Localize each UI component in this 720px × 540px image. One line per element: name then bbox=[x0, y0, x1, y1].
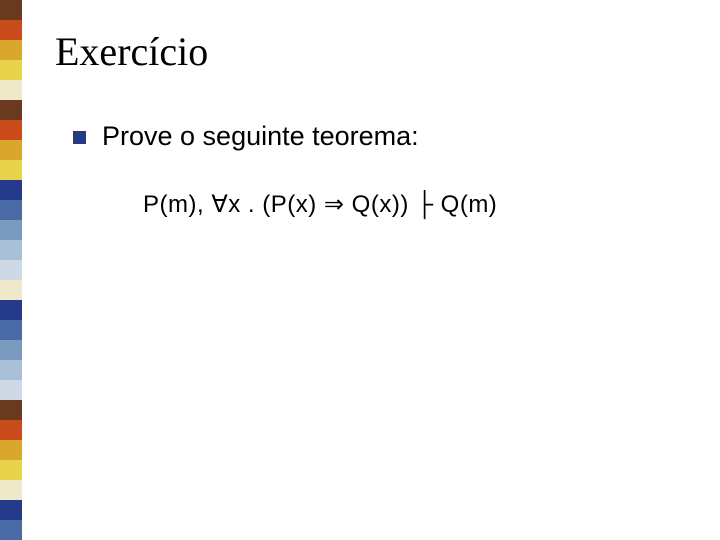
formula-text: P(m), ∀x . (P(x) ⇒ Q(x)) ├ Q(m) bbox=[143, 190, 680, 219]
decorative-bar-segment bbox=[0, 140, 22, 160]
decorative-bar-segment bbox=[0, 40, 22, 60]
decorative-bar-segment bbox=[0, 200, 22, 220]
decorative-bar-segment bbox=[0, 420, 22, 440]
decorative-bar-segment bbox=[0, 260, 22, 280]
decorative-bar-segment bbox=[0, 220, 22, 240]
decorative-bar-segment bbox=[0, 320, 22, 340]
decorative-bar-segment bbox=[0, 440, 22, 460]
decorative-bar-segment bbox=[0, 100, 22, 120]
decorative-bar-segment bbox=[0, 180, 22, 200]
decorative-bar-segment bbox=[0, 300, 22, 320]
decorative-bar-segment bbox=[0, 280, 22, 300]
formula-row: P(m), ∀x . (P(x) ⇒ Q(x)) ├ Q(m) bbox=[143, 190, 680, 219]
decorative-bar-segment bbox=[0, 380, 22, 400]
decorative-bar-segment bbox=[0, 360, 22, 380]
decorative-bar-segment bbox=[0, 0, 22, 20]
decorative-bar-segment bbox=[0, 400, 22, 420]
decorative-bar-segment bbox=[0, 60, 22, 80]
slide-title: Exercício bbox=[55, 28, 680, 75]
slide-content: Exercício Prove o seguinte teorema: P(m)… bbox=[55, 28, 680, 219]
decorative-bar-segment bbox=[0, 480, 22, 500]
decorative-bar-segment bbox=[0, 500, 22, 520]
decorative-left-bar bbox=[0, 0, 22, 540]
square-bullet-icon bbox=[73, 131, 86, 144]
decorative-bar-segment bbox=[0, 340, 22, 360]
decorative-bar-segment bbox=[0, 460, 22, 480]
decorative-bar-segment bbox=[0, 160, 22, 180]
decorative-bar-segment bbox=[0, 520, 22, 540]
decorative-bar-segment bbox=[0, 80, 22, 100]
decorative-bar-segment bbox=[0, 120, 22, 140]
body-text: Prove o seguinte teorema: bbox=[102, 121, 419, 152]
body-row: Prove o seguinte teorema: bbox=[73, 121, 680, 152]
decorative-bar-segment bbox=[0, 20, 22, 40]
decorative-bar-segment bbox=[0, 240, 22, 260]
